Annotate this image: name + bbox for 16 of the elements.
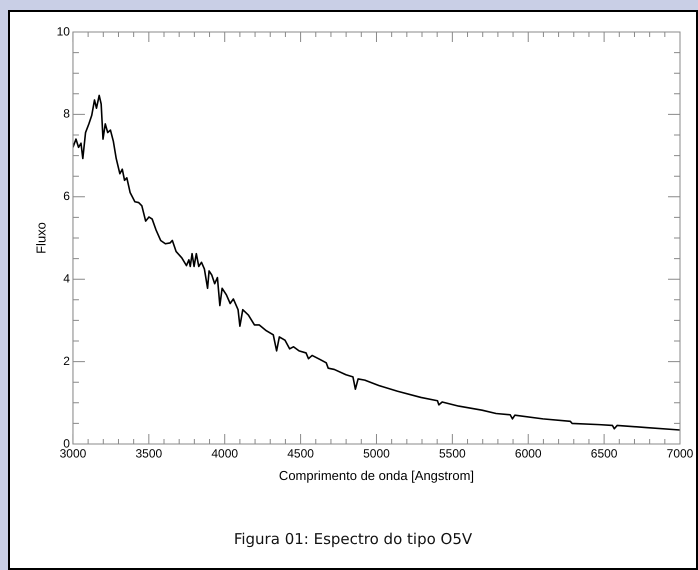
- y-axis-title: Fluxo: [33, 222, 48, 254]
- y-tick-label: 10: [56, 24, 70, 38]
- x-tick-label: 5000: [363, 446, 390, 461]
- y-tick-label: 4: [63, 272, 70, 286]
- x-tick-label: 6500: [590, 446, 618, 461]
- text: Figura 01: Espectro do tipo O5V: [232, 530, 474, 548]
- x-tick-label: 4000: [211, 446, 238, 461]
- y-tick-label: 2: [63, 354, 70, 368]
- x-tick-label: 4500: [287, 446, 314, 461]
- y-tick-label: 6: [63, 189, 70, 204]
- x-tick-label: 3500: [135, 446, 162, 461]
- x-axis-title: Comprimento de onda [Angstrom]: [278, 468, 474, 483]
- x-tick-label: 5500: [439, 446, 466, 461]
- x-tick-label: 7000: [666, 446, 694, 461]
- y-tick-label: 8: [63, 106, 70, 121]
- x-tick-label: 6000: [514, 446, 542, 461]
